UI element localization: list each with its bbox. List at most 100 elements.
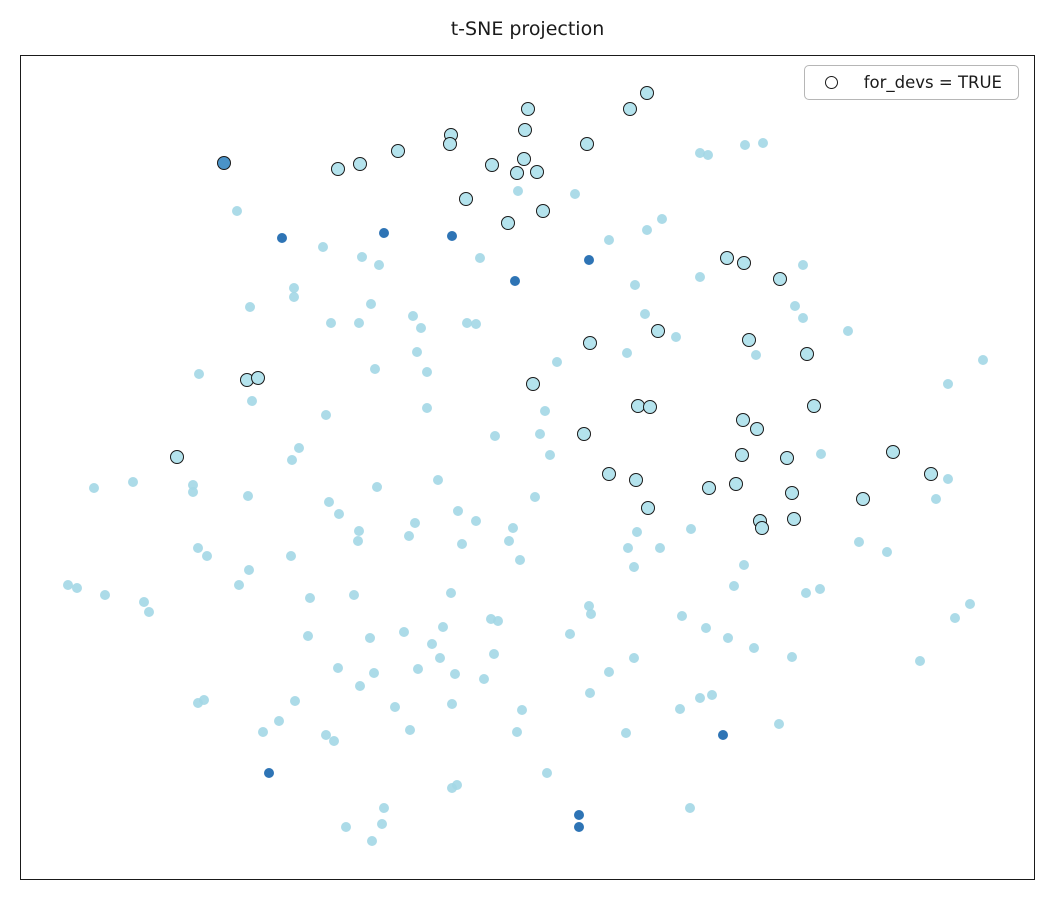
scatter-point: [287, 455, 297, 465]
scatter-point: [915, 656, 925, 666]
scatter-point: [234, 580, 244, 590]
scatter-point: [412, 347, 422, 357]
scatter-point: [422, 403, 432, 413]
scatter-point: [471, 516, 481, 526]
scatter-point: [438, 622, 448, 632]
scatter-point: [807, 399, 821, 413]
scatter-point: [718, 730, 728, 740]
scatter-point: [641, 501, 655, 515]
scatter-point: [379, 803, 389, 813]
scatter-point: [341, 822, 351, 832]
scatter-point: [604, 235, 614, 245]
scatter-point: [978, 355, 988, 365]
scatter-point: [729, 581, 739, 591]
scatter-point: [577, 427, 591, 441]
scatter-point: [462, 318, 472, 328]
scatter-point: [202, 551, 212, 561]
scatter-point: [144, 607, 154, 617]
scatter-point: [695, 693, 705, 703]
scatter-point: [251, 371, 265, 385]
scatter-point: [193, 698, 203, 708]
scatter-point: [584, 601, 594, 611]
scatter-point: [886, 445, 900, 459]
scatter-point: [333, 663, 343, 673]
scatter-point: [63, 580, 73, 590]
scatter-point: [199, 695, 209, 705]
scatter-point: [447, 699, 457, 709]
scatter-point: [331, 162, 345, 176]
scatter-point: [188, 480, 198, 490]
scatter-point: [758, 138, 768, 148]
figure-title: t-SNE projection: [450, 18, 605, 40]
scatter-point: [486, 614, 496, 624]
scatter-point: [630, 280, 640, 290]
plot-area: for_devs = TRUE: [20, 55, 1035, 880]
scatter-point: [512, 727, 522, 737]
scatter-point: [750, 422, 764, 436]
scatter-point: [290, 696, 300, 706]
scatter-point: [515, 555, 525, 565]
scatter-point: [924, 467, 938, 481]
scatter-point: [489, 649, 499, 659]
scatter-point: [446, 588, 456, 598]
scatter-point: [354, 318, 364, 328]
scatter-point: [800, 347, 814, 361]
scatter-point: [318, 242, 328, 252]
scatter-point: [651, 324, 665, 338]
scatter-point: [583, 336, 597, 350]
scatter-point: [367, 836, 377, 846]
scatter-point: [399, 627, 409, 637]
scatter-point: [931, 494, 941, 504]
scatter-point: [289, 283, 299, 293]
scatter-point: [736, 413, 750, 427]
scatter-point: [640, 309, 650, 319]
scatter-point: [629, 562, 639, 572]
scatter-point: [686, 524, 696, 534]
scatter-point: [243, 491, 253, 501]
scatter-point: [508, 523, 518, 533]
scatter-point: [289, 292, 299, 302]
legend: for_devs = TRUE: [803, 65, 1019, 100]
scatter-point: [274, 716, 284, 726]
scatter-point: [517, 705, 527, 715]
scatter-point: [707, 690, 717, 700]
scatter-point: [354, 526, 364, 536]
scatter-point: [585, 688, 595, 698]
scatter-point: [435, 653, 445, 663]
scatter-point: [194, 369, 204, 379]
scatter-point: [570, 189, 580, 199]
scatter-point: [943, 474, 953, 484]
scatter-point: [677, 611, 687, 621]
scatter-point: [580, 137, 594, 151]
scatter-point: [365, 633, 375, 643]
scatter-point: [374, 260, 384, 270]
scatter-point: [657, 214, 667, 224]
scatter-point: [526, 377, 540, 391]
scatter-point: [459, 192, 473, 206]
scatter-point: [471, 319, 481, 329]
scatter-point: [416, 323, 426, 333]
scatter-point: [780, 451, 794, 465]
scatter-point: [404, 531, 414, 541]
scatter-point: [72, 583, 82, 593]
scatter-point: [390, 702, 400, 712]
scatter-point: [366, 299, 376, 309]
scatter-point: [675, 704, 685, 714]
scatter-point: [457, 539, 467, 549]
scatter-point: [723, 633, 733, 643]
scatter-point: [232, 206, 242, 216]
scatter-point: [950, 613, 960, 623]
scatter-point: [521, 102, 535, 116]
scatter-point: [843, 326, 853, 336]
scatter-point: [702, 481, 716, 495]
scatter-point: [755, 521, 769, 535]
scatter-point: [326, 318, 336, 328]
scatter-point: [735, 448, 749, 462]
scatter-point: [247, 396, 257, 406]
scatter-point: [447, 231, 457, 241]
scatter-point: [258, 727, 268, 737]
scatter-point: [353, 536, 363, 546]
scatter-point: [655, 543, 665, 553]
scatter-point: [405, 725, 415, 735]
